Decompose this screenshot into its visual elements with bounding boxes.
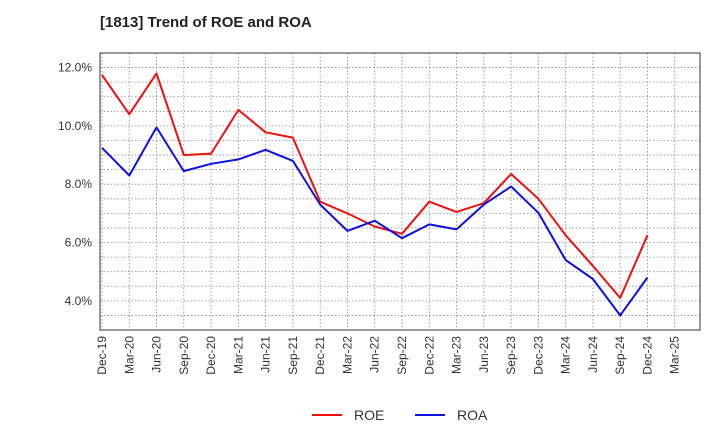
plot-border — [99, 52, 701, 331]
x-tick-label: Jun-23 — [477, 336, 491, 373]
x-tick-label: Mar-21 — [231, 336, 245, 374]
series-line-roe — [101, 72, 649, 299]
x-tick-label: Mar-25 — [668, 336, 682, 374]
y-axis: 4.0% 6.0% 8.0% 10.0% 12.0% — [58, 61, 92, 308]
y-tick-label: 10.0% — [58, 119, 92, 133]
chart-title: [1813] Trend of ROE and ROA — [100, 14, 312, 31]
x-tick-label: Dec-21 — [313, 336, 327, 375]
grid — [100, 52, 700, 330]
x-tick-label: Jun-21 — [259, 336, 273, 373]
legend-swatch-roa — [415, 414, 445, 416]
plot-area — [100, 53, 700, 330]
x-tick-label: Jun-20 — [150, 336, 164, 373]
x-tick-label: Mar-23 — [450, 336, 464, 374]
legend-item-roa: ROA — [415, 403, 487, 427]
x-tick-label: Jun-22 — [368, 336, 382, 373]
x-tick-label: Mar-24 — [559, 336, 573, 374]
series-line-roa — [101, 126, 649, 317]
x-tick-label: Dec-23 — [531, 336, 545, 375]
series — [101, 72, 649, 317]
y-tick-label: 8.0% — [65, 177, 93, 191]
x-tick-label: Sep-23 — [504, 336, 518, 375]
x-tick-label: Mar-22 — [340, 336, 354, 374]
legend-label-roa: ROA — [457, 407, 488, 423]
y-tick-label: 6.0% — [65, 236, 93, 250]
x-tick-label: Dec-24 — [640, 336, 654, 375]
x-tick-label: Sep-22 — [395, 336, 409, 375]
x-tick-label: Dec-22 — [422, 336, 436, 375]
x-tick-label: Jun-24 — [586, 336, 600, 373]
y-tick-label: 12.0% — [58, 61, 92, 75]
x-tick-label: Mar-20 — [122, 336, 136, 374]
legend-item-roe: ROE — [312, 403, 384, 427]
legend-label-roe: ROE — [354, 407, 385, 423]
legend-swatch-roe — [312, 414, 342, 416]
y-tick-label: 4.0% — [65, 294, 93, 308]
x-tick-label: Sep-21 — [286, 336, 300, 375]
legend: ROE ROA — [0, 403, 720, 427]
x-tick-label: Sep-24 — [613, 336, 627, 375]
x-axis: Dec-19 Mar-20 Jun-20 Sep-20 Dec-20 Mar-21 Jun-… — [95, 336, 682, 375]
x-tick-label: Dec-19 — [95, 336, 109, 375]
x-tick-label: Sep-20 — [177, 336, 191, 375]
x-tick-label: Dec-20 — [204, 336, 218, 375]
